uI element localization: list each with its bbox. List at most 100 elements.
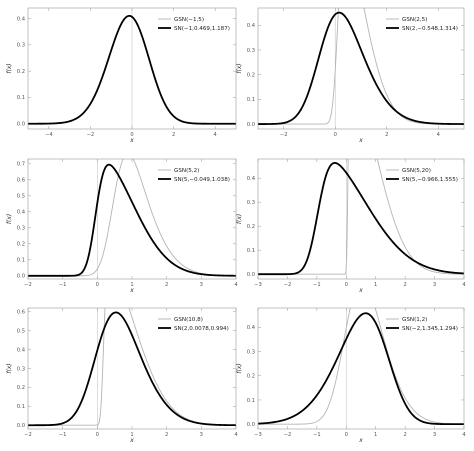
x-tick-label: 2 <box>403 432 406 438</box>
plot-frame <box>257 158 465 280</box>
y-tick-label: 0.2 <box>247 72 255 78</box>
x-tick-label: 1 <box>374 432 377 438</box>
series-line-gsn <box>28 159 236 277</box>
y-tick-label: 0.3 <box>247 48 255 54</box>
x-tick-label: −3 <box>254 282 262 288</box>
y-tick-label: 0.2 <box>247 374 255 380</box>
y-tick-label: 0.4 <box>247 23 256 29</box>
y-axis-title: f(x) <box>6 63 13 73</box>
y-tick-label: 0.4 <box>17 347 26 353</box>
y-tick-label: 0.1 <box>17 404 25 410</box>
x-tick-label: 0 <box>334 132 337 138</box>
x-tick-label: 0 <box>130 132 133 138</box>
y-tick-label: 0.6 <box>17 178 25 184</box>
y-axis-title: f(x) <box>6 363 13 373</box>
series-line-gsn <box>258 8 464 125</box>
y-axis-title: f(x) <box>6 214 13 224</box>
legend-label: GSN(1,2) <box>402 317 427 323</box>
x-tick-label: 1 <box>130 432 133 438</box>
chart-panel-5: −2 −1 0 1 2 3 4 0.0 0.1 0.2 0.3 0.4 0.5 0.6 x f(x) GSN(1… <box>6 307 238 444</box>
x-tick-label: −2 <box>280 132 288 138</box>
series-line-gsn <box>258 308 464 425</box>
series-line-sn <box>28 14 236 125</box>
y-axis-title: f(x) <box>236 363 243 373</box>
y-tick-label: 0.3 <box>17 226 25 232</box>
y-axis-title: f(x) <box>236 63 243 73</box>
x-tick-label: 0 <box>96 432 99 438</box>
y-tick-label: 0.3 <box>247 349 255 355</box>
y-tick-label: 0.2 <box>17 69 25 75</box>
legend-label: SN(2,−0.548,1.314) <box>402 26 458 32</box>
legend-label: SN(2,0.0078,0.994) <box>174 326 229 332</box>
y-tick-label: 0.7 <box>17 162 25 168</box>
chart-panel-6: −3 −2 −1 0 1 2 3 4 0.0 0.1 0.2 0.3 0.4 x f(x) GSN(1,2) S… <box>236 307 466 444</box>
y-tick-label: 0.3 <box>17 43 25 49</box>
x-axis-title: x <box>358 287 363 294</box>
y-tick-label: 0.0 <box>247 122 255 128</box>
x-tick-label: 0 <box>345 432 348 438</box>
plot-frame <box>27 7 237 130</box>
plot-frame <box>257 7 465 130</box>
series-line-sn <box>258 161 464 276</box>
x-tick-label: 4 <box>462 432 466 438</box>
x-tick-label: −3 <box>254 432 262 438</box>
legend-label: SN(−1,0.469,1.187) <box>174 26 230 32</box>
y-tick-label: 0.6 <box>17 310 25 316</box>
x-tick-label: 2 <box>165 432 168 438</box>
x-tick-label: 1 <box>374 282 377 288</box>
x-tick-label: −4 <box>45 132 53 138</box>
x-tick-label: −1 <box>59 282 67 288</box>
chart-panel-1: −4 −2 0 2 4 0.0 0.1 0.2 0.3 0.4 x f(x) GSN(−1,5) SN(−… <box>6 7 237 144</box>
x-tick-label: 0 <box>345 282 348 288</box>
y-tick-label: 0.1 <box>17 258 25 264</box>
y-tick-label: 0.1 <box>247 248 255 254</box>
legend-label: GSN(10,8) <box>174 317 203 323</box>
y-tick-label: 0.1 <box>17 95 25 101</box>
x-tick-label: −2 <box>24 282 32 288</box>
x-axis-title: x <box>129 287 134 294</box>
legend-label: SN(5,−0.049,1.038) <box>174 177 230 183</box>
legend-label: GSN(−1,5) <box>174 17 204 23</box>
x-tick-label: 4 <box>214 132 218 138</box>
y-tick-label: 0.4 <box>17 16 26 22</box>
y-tick-label: 0.2 <box>17 385 25 391</box>
x-tick-label: −1 <box>313 282 321 288</box>
y-axis-title: f(x) <box>236 214 243 224</box>
series-line-gsn <box>258 159 464 275</box>
y-tick-label: 0.0 <box>17 122 25 128</box>
x-tick-label: 3 <box>200 432 203 438</box>
plot-frame <box>27 158 237 280</box>
y-tick-label: 0.4 <box>247 176 256 182</box>
x-tick-label: 2 <box>403 282 406 288</box>
legend-label: GSN(5,2) <box>174 168 199 174</box>
y-tick-label: 0.3 <box>247 200 255 206</box>
y-tick-label: 0.0 <box>17 423 25 429</box>
x-tick-label: 2 <box>172 132 175 138</box>
x-axis-title: x <box>129 437 134 444</box>
x-tick-label: 2 <box>385 132 388 138</box>
y-tick-label: 0.1 <box>247 398 255 404</box>
chart-panel-2: −2 0 2 4 0.0 0.1 0.2 0.3 0.4 x f(x) GSN(2,5) SN(2,−0… <box>236 7 465 144</box>
x-tick-label: 4 <box>462 282 466 288</box>
x-tick-label: −2 <box>24 432 32 438</box>
y-tick-label: 0.5 <box>17 328 25 334</box>
plot-frame <box>257 307 465 430</box>
y-tick-label: 0.1 <box>247 97 255 103</box>
y-tick-label: 0.0 <box>247 422 255 428</box>
x-tick-label: −1 <box>313 432 321 438</box>
legend-label: SN(−2,1.345,1.294) <box>402 326 458 332</box>
x-tick-label: −2 <box>284 432 292 438</box>
x-tick-label: −2 <box>87 132 95 138</box>
legend-label: GSN(2,5) <box>402 17 427 23</box>
x-tick-label: 3 <box>433 432 436 438</box>
y-tick-label: 0.2 <box>247 224 255 230</box>
x-tick-label: 0 <box>96 282 99 288</box>
y-tick-label: 0.2 <box>17 242 25 248</box>
x-tick-label: 3 <box>433 282 436 288</box>
y-tick-label: 0.4 <box>247 325 256 331</box>
x-axis-title: x <box>358 437 363 444</box>
series-line-sn <box>28 163 236 277</box>
x-tick-label: 3 <box>200 282 203 288</box>
x-tick-label: −2 <box>284 282 292 288</box>
